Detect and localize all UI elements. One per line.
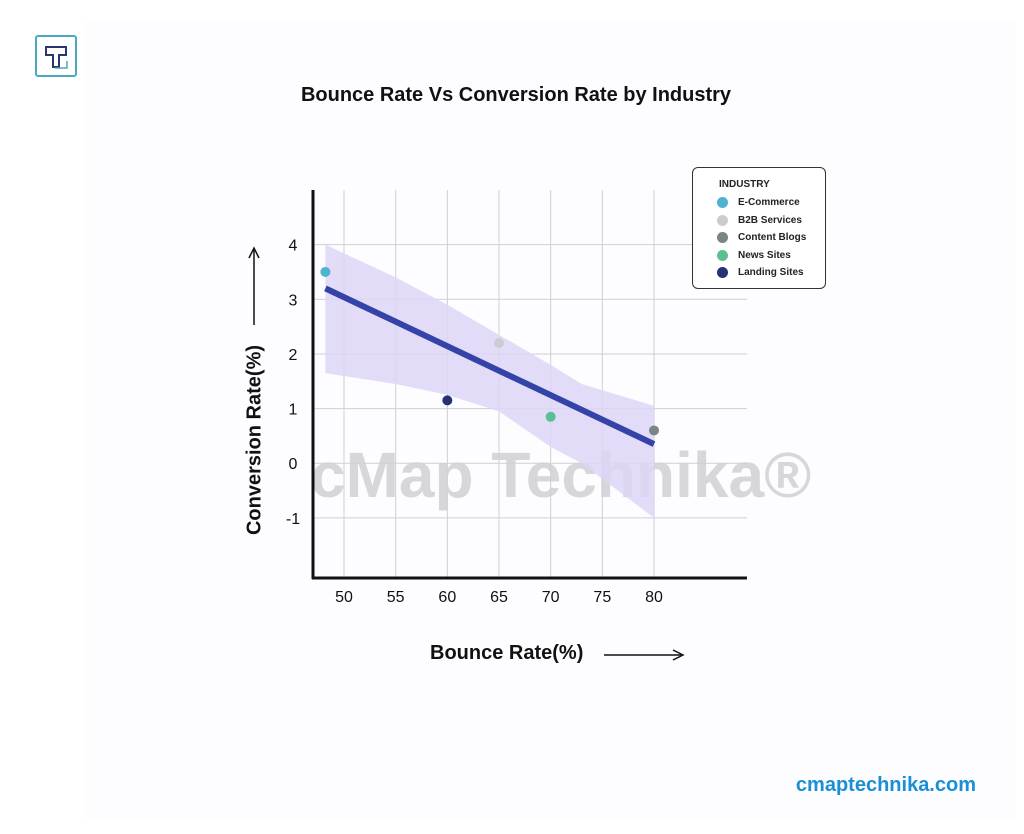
- legend-label: Landing Sites: [738, 267, 804, 279]
- legend-item: Content Blogs: [717, 229, 825, 247]
- legend-item: Landing Sites: [717, 264, 825, 282]
- data-point-news-sites: [545, 411, 556, 422]
- x-tick-label: 65: [490, 589, 508, 606]
- legend-marker-icon: [717, 214, 728, 226]
- legend-label: B2B Services: [738, 214, 802, 226]
- footer-link[interactable]: cmaptechnika.com: [795, 774, 976, 796]
- legend-label: News Sites: [738, 249, 791, 261]
- logo-icon: [35, 35, 77, 77]
- x-tick-label: 50: [335, 589, 353, 606]
- y-tick-label: -1: [286, 511, 300, 528]
- y-tick-label: 4: [289, 238, 298, 255]
- chart-title: Bounce Rate Vs Conversion Rate by Indust…: [300, 84, 732, 106]
- legend-item: News Sites: [717, 247, 825, 265]
- data-point-landing-sites: [442, 395, 453, 406]
- legend-item: E-Commerce: [717, 194, 825, 212]
- y-tick-label: 2: [289, 347, 298, 364]
- y-axis-label: Conversion Rate(%): [243, 344, 266, 536]
- y-tick-label: 1: [289, 402, 298, 419]
- x-axis-label: Bounce Rate(%): [430, 642, 584, 664]
- x-tick-label: 60: [438, 589, 456, 606]
- legend-label: Content Blogs: [738, 232, 807, 244]
- y-tick-label: 3: [289, 292, 298, 309]
- y-axis-arrow: [248, 246, 260, 325]
- data-point-e-commerce: [320, 266, 331, 277]
- confidence-band: [325, 244, 654, 518]
- x-axis-arrow: [604, 649, 685, 661]
- legend-marker-icon: [717, 249, 728, 261]
- legend-marker-icon: [717, 197, 728, 209]
- legend-item: B2B Services: [717, 212, 825, 230]
- x-tick-label: 55: [387, 589, 405, 606]
- x-tick-label: 75: [593, 589, 611, 606]
- data-point-b2b-services: [494, 338, 504, 349]
- x-tick-label: 70: [542, 589, 560, 606]
- y-tick-label: 0: [289, 456, 298, 473]
- x-tick-label: 80: [645, 589, 663, 606]
- legend: INDUSTRY E-Commerce B2B Services Content B…: [692, 167, 826, 289]
- legend-title: INDUSTRY: [719, 179, 770, 190]
- legend-label: E-Commerce: [738, 197, 800, 209]
- legend-marker-icon: [717, 232, 728, 244]
- trend-line: [324, 285, 656, 447]
- legend-marker-icon: [717, 267, 728, 279]
- data-point-content-blogs: [649, 425, 659, 436]
